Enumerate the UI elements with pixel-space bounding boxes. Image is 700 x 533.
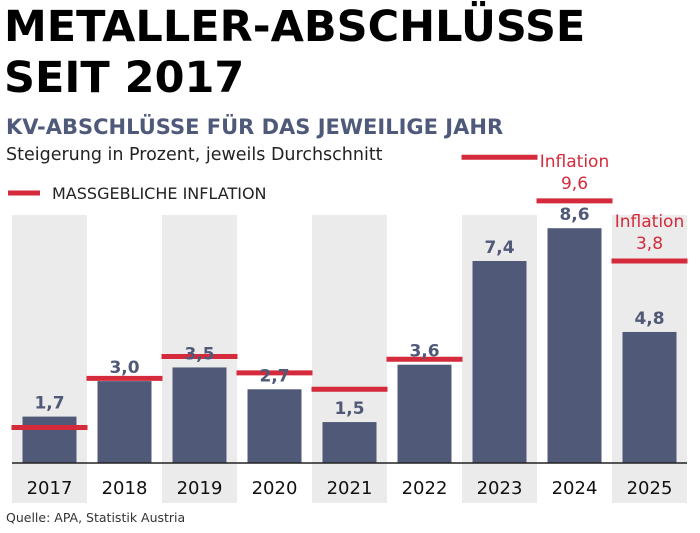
x-tick-label: 2022 [402, 478, 448, 499]
chart-subtitle: KV-ABSCHLÜSSE FÜR DAS JEWEILIGE JAHR [6, 115, 504, 139]
value-label: 1,5 [334, 399, 364, 419]
bar [547, 228, 602, 463]
bar [322, 422, 377, 463]
bar [22, 416, 77, 463]
legend-inflation-label: MASSGEBLICHE INFLATION [52, 184, 267, 203]
inflation-annotation: Inflation [540, 152, 609, 172]
x-tick-label: 2024 [552, 478, 598, 499]
headline-line-2: SEIT 2017 [4, 53, 245, 103]
x-tick-label: 2018 [102, 478, 148, 499]
x-tick-label: 2020 [252, 478, 298, 499]
headline-line-1: METALLER-ABSCHLÜSSE [4, 2, 586, 52]
value-label: 4,8 [634, 309, 664, 329]
value-label: 7,4 [484, 238, 514, 258]
x-tick-label: 2021 [327, 478, 373, 499]
bar [472, 260, 527, 463]
value-labels: 1,7 3,0 3,5 2,7 1,5 3,6 7,4 8,6 4,8 [34, 205, 664, 419]
x-tick-label: 2019 [177, 478, 223, 499]
bar [97, 381, 152, 463]
value-label: 3,0 [109, 358, 139, 378]
bars [22, 228, 677, 463]
value-label: 2,7 [259, 366, 289, 386]
bar [397, 364, 452, 463]
bar [622, 331, 677, 463]
value-label: 1,7 [34, 394, 64, 414]
x-tick-label: 2025 [627, 478, 673, 499]
inflation-value-label: 9,6 [561, 174, 588, 194]
legend: MASSGEBLICHE INFLATION [8, 184, 267, 203]
value-label: 3,5 [184, 344, 214, 364]
x-tick-label: 2023 [477, 478, 523, 499]
chart-description: Steigerung in Prozent, jeweils Durchschn… [6, 145, 383, 165]
value-label: 8,6 [559, 205, 589, 225]
bar [172, 367, 227, 463]
inflation-value-label: 3,8 [636, 234, 663, 254]
value-label: 3,6 [409, 342, 439, 362]
headline: METALLER-ABSCHLÜSSE SEIT 2017 [4, 2, 694, 104]
inflation-annotation: Inflation [615, 212, 684, 232]
source-note: Quelle: APA, Statistik Austria [6, 510, 186, 525]
x-tick-label: 2017 [27, 478, 73, 499]
x-axis-labels: 2017 2018 2019 2020 2021 2022 2023 2024 2025 [27, 478, 673, 499]
bar [247, 389, 302, 463]
